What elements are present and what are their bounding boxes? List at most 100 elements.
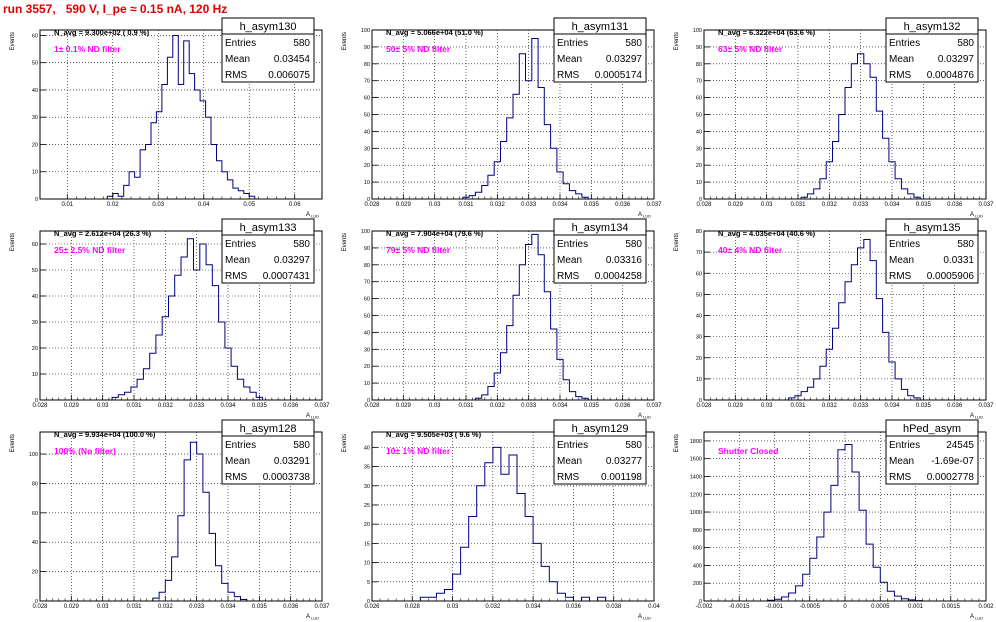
- x-tick-label: 0.036: [615, 202, 631, 208]
- y-tick-label: 30: [696, 146, 702, 152]
- stats-key: Entries: [889, 239, 920, 250]
- x-tick-label: 0.036: [947, 403, 963, 409]
- y-tick-label: 40: [32, 88, 38, 94]
- stats-value: 24545: [946, 440, 974, 451]
- filter-label: 63± 5% ND filter: [718, 44, 783, 54]
- y-tick-label: 0: [35, 398, 38, 404]
- histogram-pad-h_asym134: 0.028 0.029 0.03 0.031 0.032 0.033 0.034 0.035 0…: [342, 218, 662, 420]
- x-tick-label: 0.033: [521, 403, 537, 409]
- filter-label: 100% (No filter): [54, 446, 116, 456]
- histogram-line: [111, 238, 263, 400]
- y-tick-label: 50: [364, 314, 370, 320]
- stats-title: h_asym128: [240, 423, 297, 435]
- stats-key: RMS: [225, 70, 248, 81]
- x-tick-label: 0.031: [790, 403, 806, 409]
- x-tick-label: 0.029: [728, 403, 744, 409]
- y-tick-label: 40: [696, 129, 702, 135]
- stats-value: 0.0331: [943, 255, 974, 266]
- stats-box: [221, 419, 315, 485]
- x-tick-label: 0.03: [429, 202, 441, 208]
- y-tick-label: 10: [364, 180, 370, 186]
- x-tick-label: 0.034: [884, 403, 900, 409]
- x-tick-label: 0.0015: [942, 604, 961, 610]
- navg-label: N_avg = 9.934e+04 (100.0 %): [54, 430, 156, 439]
- x-tick-label: 0.034: [220, 403, 236, 409]
- stats-key: RMS: [557, 472, 580, 483]
- stats-value: 0.03316: [606, 255, 643, 266]
- x-tick-label: 0.034: [552, 403, 568, 409]
- stats-key: RMS: [225, 472, 248, 483]
- histogram-pad-h_asym135: 0.028 0.029 0.03 0.031 0.032 0.033 0.034 0.035 0…: [674, 218, 994, 420]
- x-tick-label: 0.035: [584, 403, 600, 409]
- x-axis-title: ALUD: [638, 212, 651, 219]
- x-tick-label: 0.032: [490, 403, 506, 409]
- y-tick-label: 40: [32, 294, 38, 300]
- stats-key: Entries: [557, 440, 588, 451]
- stats-title: h_asym134: [572, 222, 629, 234]
- stats-value: 0.03454: [274, 54, 311, 65]
- x-tick-label: 0.036: [947, 202, 963, 208]
- stats-title: h_asym131: [572, 21, 629, 33]
- y-tick-label: 0: [35, 197, 38, 203]
- histogram-pad-h_asym128: 0.028 0.029 0.03 0.031 0.032 0.033 0.034 0.035 0…: [10, 419, 330, 621]
- y-tick-label: 30: [364, 347, 370, 353]
- y-tick-label: 800: [693, 528, 702, 534]
- x-tick-label: 0.028: [32, 604, 48, 610]
- y-tick-label: 70: [364, 79, 370, 85]
- y-tick-label: 0: [699, 599, 702, 605]
- x-tick-label: 0.033: [521, 202, 537, 208]
- stats-key: Mean: [225, 54, 250, 65]
- y-tick-label: 20: [32, 570, 38, 576]
- y-tick-label: 20: [364, 163, 370, 169]
- y-tick-label: 20: [364, 522, 370, 528]
- stats-value: 0.0004876: [927, 70, 975, 81]
- x-tick-label: 0.034: [884, 202, 900, 208]
- y-tick-label: 100: [29, 452, 38, 458]
- x-tick-label: 0.036: [283, 403, 299, 409]
- x-axis-title: ALUD: [638, 413, 651, 420]
- y-tick-label: 15: [364, 541, 370, 547]
- x-tick-label: 0.033: [853, 403, 869, 409]
- y-tick-label: 70: [364, 280, 370, 286]
- y-axis-title: Events: [342, 233, 348, 251]
- y-axis-title: Events: [342, 32, 348, 50]
- y-tick-label: 10: [696, 377, 702, 383]
- x-tick-label: 0.033: [189, 403, 205, 409]
- y-axis-title: Events: [674, 233, 680, 251]
- stats-key: RMS: [225, 271, 248, 282]
- stats-value: 580: [625, 440, 642, 451]
- y-tick-label: 40: [696, 314, 702, 320]
- histogram-pad-h_asym133: 0.028 0.029 0.03 0.031 0.032 0.033 0.034 0.035 0…: [10, 218, 330, 420]
- navg-label: N_avg = 9.300e+02 ( 0.9 %): [54, 28, 150, 37]
- filter-label: Shutter Closed: [718, 446, 778, 456]
- y-tick-label: 30: [364, 484, 370, 490]
- x-tick-label: 0.035: [252, 403, 268, 409]
- stats-value: 0.0004258: [595, 271, 643, 282]
- y-tick-label: 60: [32, 242, 38, 248]
- x-tick-label: 0.036: [283, 604, 299, 610]
- x-tick-label: 0.02: [107, 202, 119, 208]
- stats-title: h_asym135: [904, 222, 961, 234]
- y-tick-label: 60: [696, 96, 702, 102]
- y-tick-label: 80: [364, 263, 370, 269]
- histogram-line: [800, 53, 921, 199]
- x-tick-label: 0.0005: [871, 604, 890, 610]
- y-tick-label: 10: [364, 561, 370, 567]
- stats-title: h_asym129: [572, 423, 629, 435]
- plot-frame: [371, 431, 655, 602]
- y-tick-label: 40: [364, 129, 370, 135]
- stats-value: 0.03297: [938, 54, 975, 65]
- x-tick-label: 0.032: [158, 604, 174, 610]
- x-tick-label: 0.032: [822, 202, 838, 208]
- stats-key: Mean: [889, 456, 914, 467]
- x-tick-label: 0.028: [405, 604, 421, 610]
- y-axis-title: Events: [674, 434, 680, 452]
- y-tick-label: 60: [364, 297, 370, 303]
- stats-title: h_asym130: [240, 21, 297, 33]
- navg-label: N_avg = 6.322e+04 (63.6 %): [718, 28, 816, 37]
- y-tick-label: 100: [361, 28, 370, 34]
- y-tick-label: 20: [696, 356, 702, 362]
- stats-key: Mean: [225, 255, 250, 266]
- y-tick-label: 20: [32, 142, 38, 148]
- x-tick-label: 0.036: [615, 403, 631, 409]
